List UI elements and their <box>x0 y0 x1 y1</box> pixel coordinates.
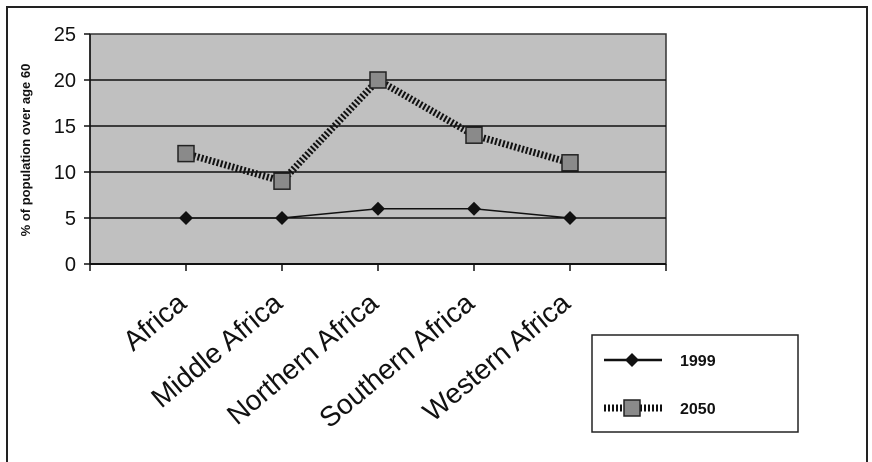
y-tick-label: 20 <box>54 70 76 92</box>
point-2050-africa <box>177 144 195 163</box>
legend: 1999 2050 <box>591 334 799 433</box>
y-tick-label: 25 <box>54 24 76 46</box>
point-1999-southern-africa <box>467 201 481 216</box>
point-1999-middle-africa <box>275 211 289 225</box>
y-tick-label: 10 <box>54 162 76 184</box>
legend-marker-2050 <box>623 399 641 417</box>
legend-marker-1999 <box>625 353 639 367</box>
point-2050-middle-africa <box>273 172 291 190</box>
y-axis-label: % of population over age 60 <box>18 64 33 237</box>
series-markers <box>177 71 579 225</box>
legend-label-2050: 2050 <box>680 401 716 418</box>
point-1999-africa <box>179 211 193 225</box>
point-1999-northern-africa <box>371 201 385 216</box>
legend-label-1999: 1999 <box>680 353 716 370</box>
y-tick-label: 0 <box>65 254 76 276</box>
y-tick-labels: 0 5 10 15 20 25 <box>54 24 76 276</box>
point-1999-western-africa <box>563 211 577 225</box>
point-2050-southern-africa <box>465 126 483 144</box>
y-tick-label: 15 <box>54 116 76 138</box>
x-tick-label: Africa <box>117 287 192 357</box>
plot-area <box>89 33 667 265</box>
axes <box>84 33 667 271</box>
y-tick-label: 5 <box>65 208 76 230</box>
point-2050-northern-africa <box>369 71 387 89</box>
point-2050-western-africa <box>561 154 579 172</box>
